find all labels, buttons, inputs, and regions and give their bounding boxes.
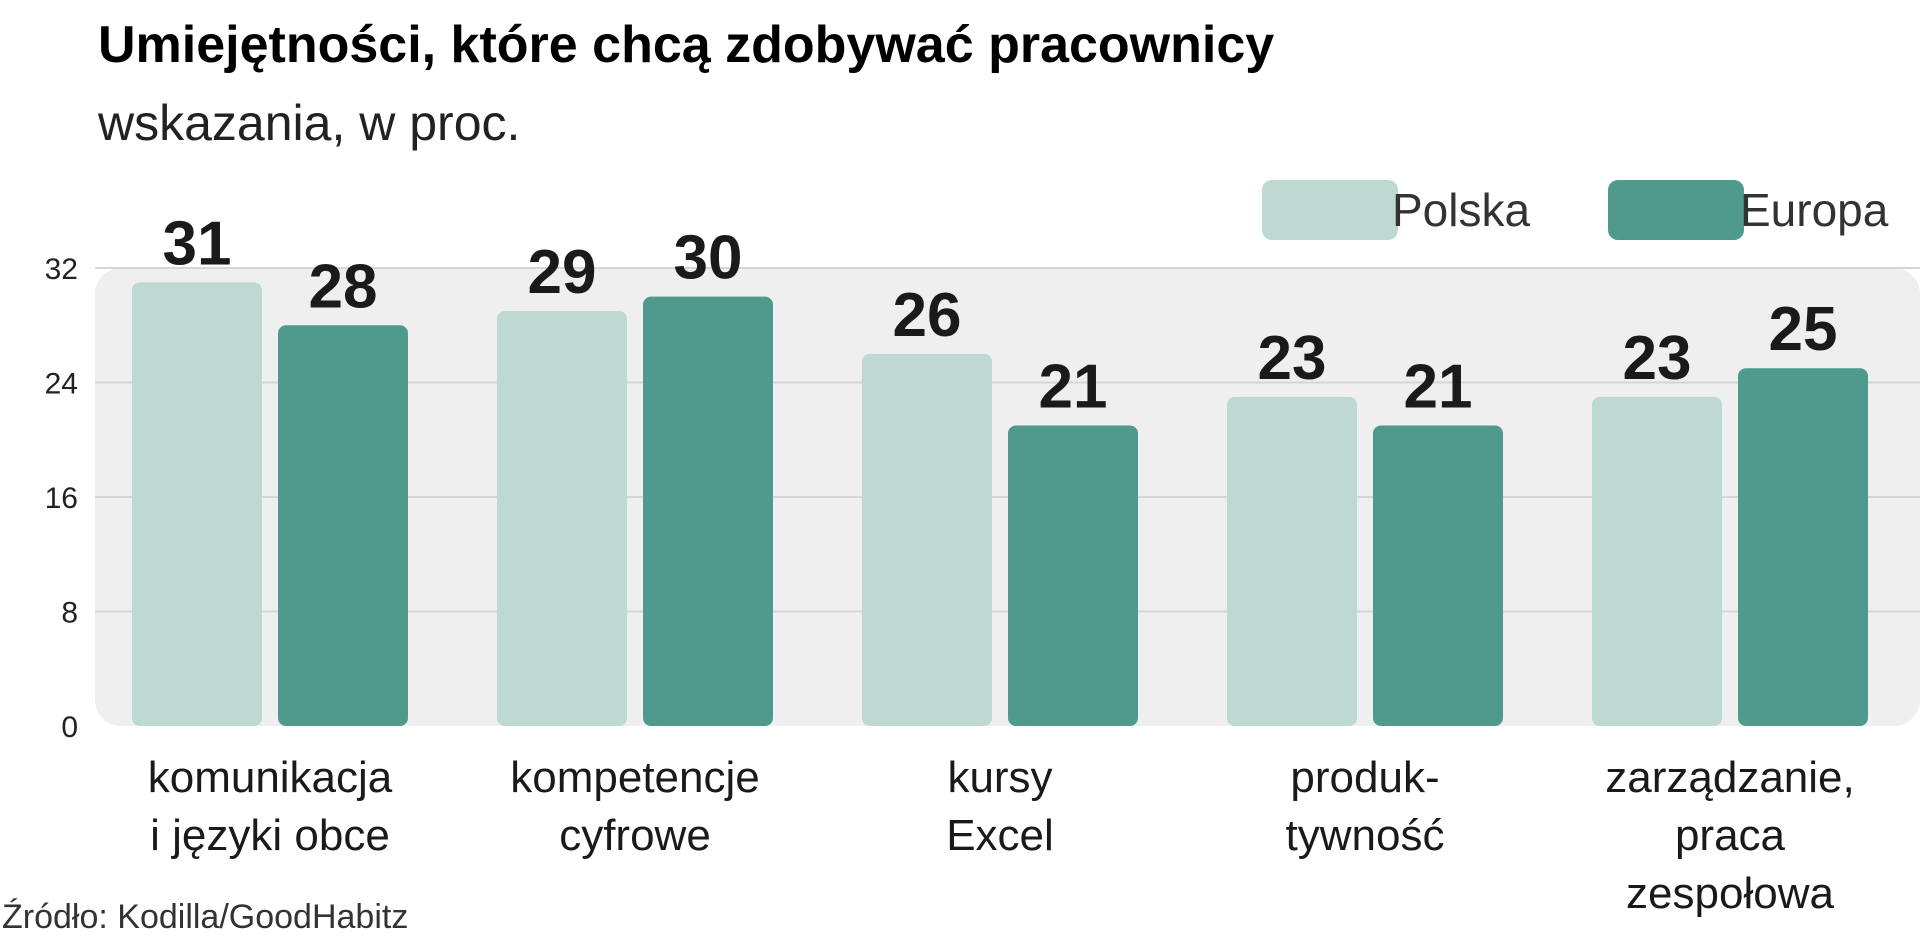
category-label: praca	[1675, 811, 1786, 860]
y-tick-label: 32	[45, 253, 78, 286]
bar-europa	[643, 296, 773, 726]
category-label: i języki obce	[150, 811, 390, 860]
bar-europa	[1008, 425, 1138, 726]
bar-polska	[497, 310, 627, 726]
value-label: 21	[1404, 352, 1473, 421]
category-label: kursy	[947, 753, 1052, 802]
bar-polska	[1592, 396, 1722, 726]
value-label: 23	[1258, 324, 1327, 393]
chart-title: Umiejętności, które chcą zdobywać pracow…	[98, 16, 1274, 74]
bar-europa	[1373, 425, 1503, 726]
y-tick-label: 24	[45, 368, 78, 401]
value-label: 21	[1039, 352, 1108, 421]
y-tick-label: 0	[61, 711, 78, 744]
category-label: cyfrowe	[559, 811, 711, 860]
legend-swatch-europa	[1608, 180, 1744, 240]
category-label: zarządzanie,	[1605, 753, 1854, 802]
bar-polska	[1227, 396, 1357, 726]
category-label: zespołowa	[1626, 869, 1834, 918]
legend: Polska Europa	[1262, 180, 1889, 240]
value-label: 29	[528, 238, 597, 307]
value-label: 30	[674, 224, 743, 293]
source-note: Źródło: Kodilla/GoodHabitz	[2, 898, 408, 936]
category-labels: komunikacja i języki obce kompetencje cyfro…	[148, 753, 1855, 918]
category-label: Excel	[946, 811, 1054, 860]
bar-europa	[1738, 368, 1868, 726]
category-label: komunikacja	[148, 753, 393, 802]
value-label: 31	[163, 209, 232, 278]
value-label: 23	[1623, 324, 1692, 393]
value-label: 26	[893, 281, 962, 350]
value-label: 25	[1769, 295, 1838, 364]
category-label: tywność	[1286, 811, 1445, 860]
chart-subtitle: wskazania, w proc.	[97, 95, 520, 151]
legend-swatch-polska	[1262, 180, 1398, 240]
category-label: kompetencje	[510, 753, 759, 802]
bar-polska	[132, 282, 262, 726]
value-label: 28	[309, 252, 378, 321]
legend-label-europa: Europa	[1740, 184, 1889, 236]
y-axis-ticks: 0 8 16 24 32	[45, 253, 78, 744]
y-tick-label: 16	[45, 482, 78, 515]
category-label: produk-	[1290, 753, 1439, 802]
y-tick-label: 8	[61, 597, 78, 630]
bar-polska	[862, 353, 992, 726]
legend-label-polska: Polska	[1392, 184, 1530, 236]
value-labels: 31 29 26 23 23 28 30 21 21 25	[163, 209, 1838, 421]
bar-europa	[278, 325, 408, 726]
bars	[132, 282, 1868, 726]
